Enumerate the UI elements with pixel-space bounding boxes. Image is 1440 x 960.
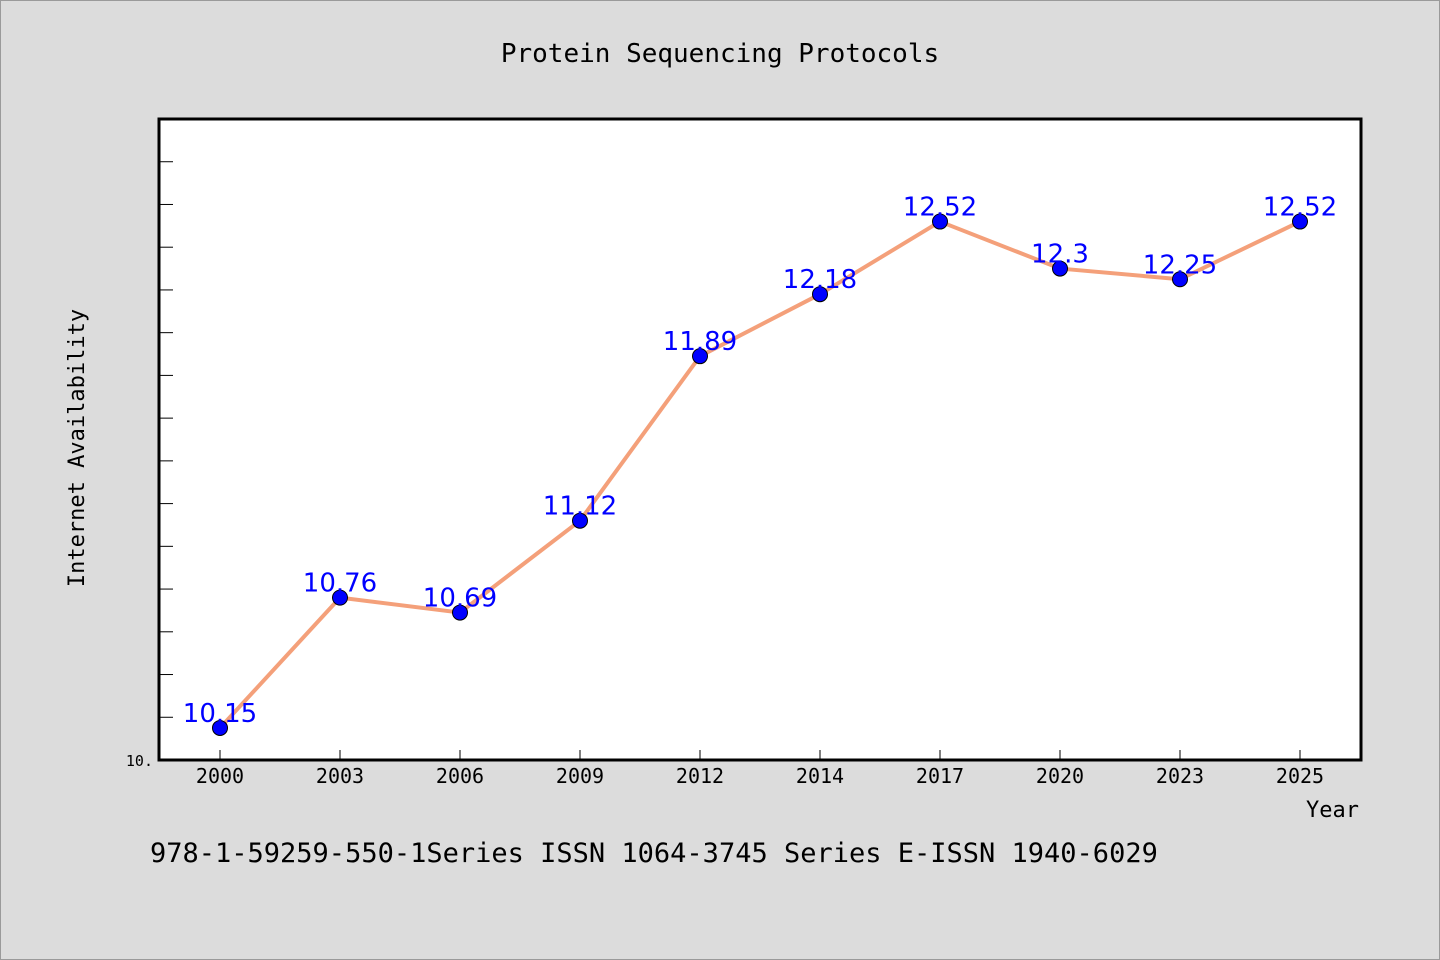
data-label: 11.89 <box>663 327 737 357</box>
x-tick-labels: 2000 2003 2006 2009 2012 2014 2017 2020 2023 2025 <box>196 764 1324 788</box>
x-tick-label: 2009 <box>556 764 604 788</box>
y-axis-ticks <box>159 118 173 761</box>
data-label: 10.76 <box>303 569 377 599</box>
data-label: 12.25 <box>1143 250 1217 280</box>
x-tick-label: 2020 <box>1036 764 1084 788</box>
data-label: 12.52 <box>903 193 977 223</box>
series-line <box>218 219 1301 730</box>
x-tick-label: 2012 <box>676 764 724 788</box>
data-label: 11.12 <box>543 492 617 522</box>
footer-note: 978-1-59259-550-1Series ISSN 1064-3745 S… <box>150 838 1158 869</box>
y-tick-label: 10. <box>126 752 153 770</box>
x-tick-label: 2000 <box>196 764 244 788</box>
chart-title: Protein Sequencing Protocols <box>501 39 939 69</box>
data-point <box>212 719 228 736</box>
x-axis-label: Year <box>1306 798 1359 823</box>
data-point <box>812 286 828 303</box>
data-label: 12.18 <box>783 265 857 295</box>
data-point <box>1292 213 1308 230</box>
data-label: 12.52 <box>1263 193 1337 223</box>
data-label: 10.15 <box>183 699 257 729</box>
data-markers <box>212 213 1308 736</box>
data-point <box>572 512 588 529</box>
plot-area <box>157 117 1363 762</box>
data-labels: 10.15 10.76 10.69 11.12 11.89 12.18 12.52 12.3 1… <box>183 193 1337 729</box>
data-point <box>692 348 708 365</box>
y-axis-label: Internet Availability <box>65 309 90 587</box>
x-tick-label: 2006 <box>436 764 484 788</box>
x-axis-ticks <box>219 750 1301 760</box>
x-tick-label: 2017 <box>916 764 964 788</box>
data-label: 10.69 <box>423 584 497 614</box>
data-point <box>1052 260 1068 277</box>
x-tick-label: 2023 <box>1156 764 1204 788</box>
x-tick-label: 2025 <box>1276 764 1324 788</box>
data-point <box>1172 271 1188 288</box>
data-point <box>332 589 348 606</box>
data-point <box>452 604 468 621</box>
data-label: 12.3 <box>1031 240 1089 270</box>
x-tick-label: 2014 <box>796 764 844 788</box>
series-line-group <box>218 219 1301 730</box>
data-point <box>932 213 948 230</box>
x-tick-label: 2003 <box>316 764 364 788</box>
